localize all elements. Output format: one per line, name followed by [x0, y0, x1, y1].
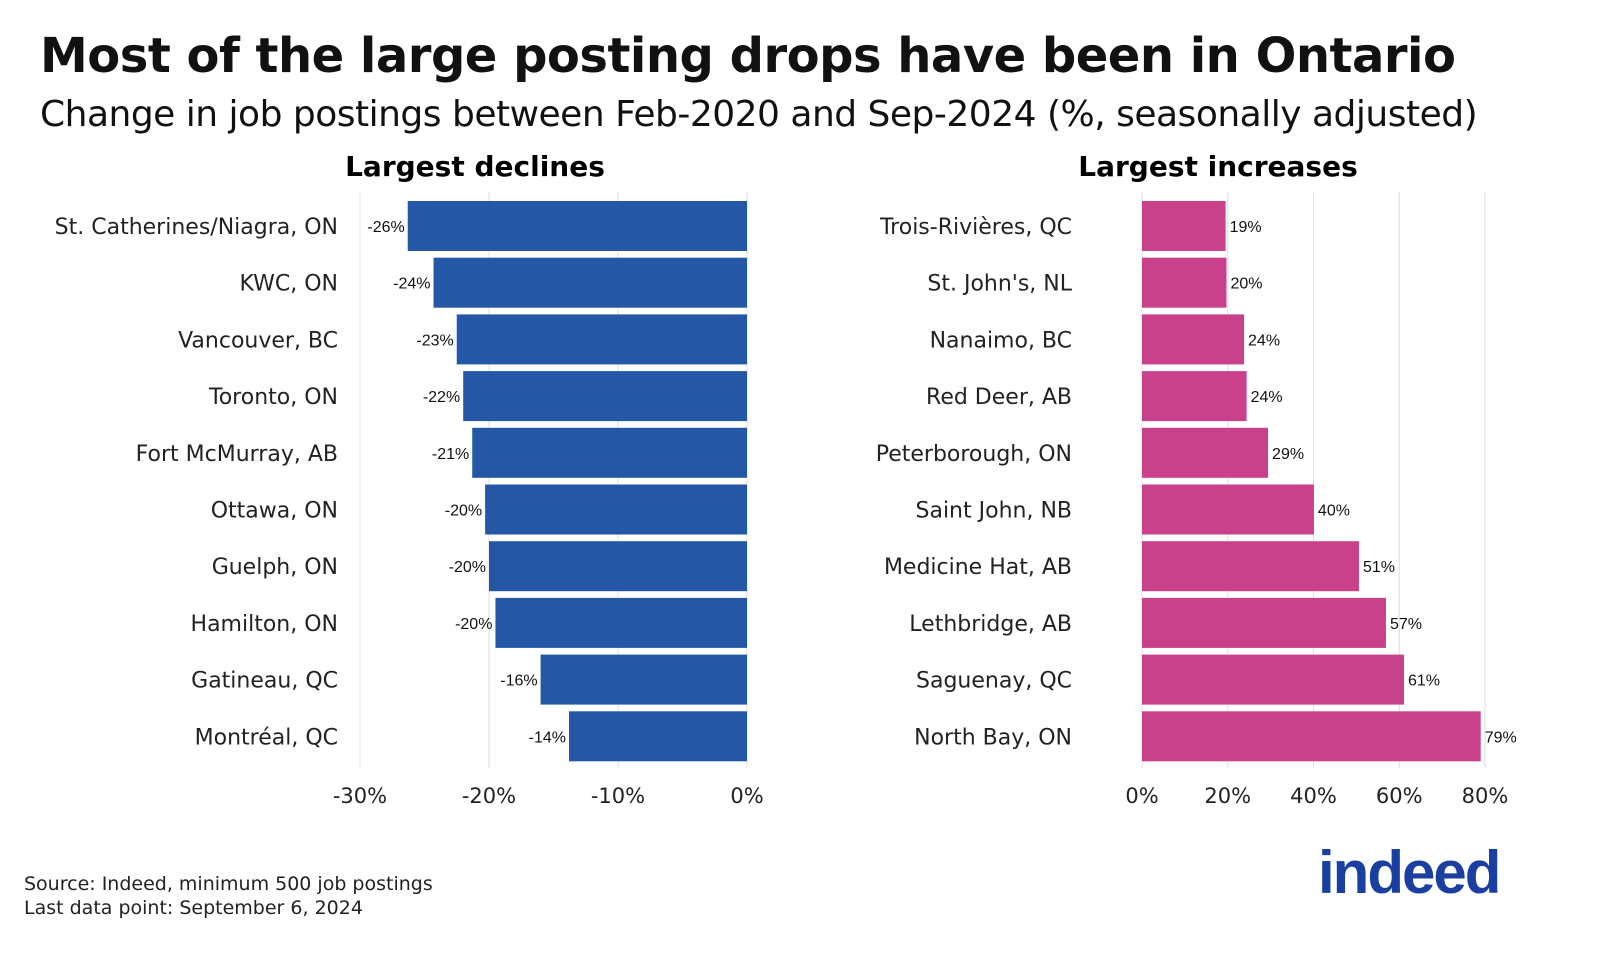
data-label: -20% [449, 559, 486, 576]
category-label: Nanaimo, BC [930, 328, 1072, 353]
bar [1142, 597, 1386, 648]
x-tick-label: 0% [730, 784, 763, 808]
category-label: Hamilton, ON [191, 612, 338, 637]
category-label: North Bay, ON [914, 725, 1072, 750]
bar [485, 484, 747, 535]
data-label: 40% [1318, 503, 1350, 520]
category-label: Guelph, ON [212, 555, 338, 580]
category-label: Gatineau, QC [191, 669, 338, 694]
data-label: -14% [529, 729, 566, 746]
panel-title: Largest declines [345, 150, 605, 183]
data-label: -20% [455, 616, 492, 633]
x-tick-label: 0% [1125, 784, 1158, 808]
category-label: Peterborough, ON [876, 442, 1072, 467]
bar [456, 314, 747, 365]
data-label: 79% [1485, 729, 1517, 746]
category-label: Ottawa, ON [211, 499, 338, 524]
category-label: St. Catherines/Niagra, ON [55, 215, 338, 240]
bar [1142, 314, 1245, 365]
data-label: 29% [1272, 446, 1304, 463]
category-label: Medicine Hat, AB [884, 555, 1072, 580]
data-label: -20% [445, 503, 482, 520]
bar [568, 711, 747, 762]
category-label: Saint John, NB [916, 499, 1073, 524]
data-label: -26% [367, 219, 404, 236]
indeed-logo: indeed [1318, 838, 1501, 907]
data-label: 61% [1408, 673, 1440, 690]
bar [472, 427, 747, 478]
category-label: Red Deer, AB [926, 385, 1072, 410]
bar [433, 257, 747, 308]
last-data-note: Last data point: September 6, 2024 [24, 897, 363, 919]
data-label: 20% [1230, 276, 1262, 293]
data-label: -21% [432, 446, 469, 463]
panel-title: Largest increases [1078, 150, 1358, 183]
category-label: Toronto, ON [208, 385, 338, 410]
bar [1142, 257, 1227, 308]
bar [1142, 427, 1269, 478]
chart-subtitle: Change in job postings between Feb-2020 … [40, 94, 1478, 135]
data-label: 24% [1248, 332, 1280, 349]
x-tick-label: -30% [333, 784, 387, 808]
x-tick-label: -10% [591, 784, 645, 808]
bar [540, 654, 747, 705]
x-tick-label: 20% [1204, 784, 1251, 808]
bar [1142, 371, 1247, 422]
bar [489, 541, 747, 592]
x-tick-label: 80% [1462, 784, 1509, 808]
bar [1142, 201, 1226, 251]
category-label: St. John's, NL [927, 272, 1072, 297]
data-label: 19% [1230, 219, 1262, 236]
chart-title: Most of the large posting drops have bee… [40, 28, 1456, 84]
logo-text: indeed [1318, 839, 1501, 906]
category-label: Vancouver, BC [178, 328, 338, 353]
category-label: KWC, ON [239, 272, 338, 297]
bar [463, 371, 747, 422]
bar [1142, 541, 1359, 592]
x-tick-label: 60% [1376, 784, 1423, 808]
data-label: -23% [416, 332, 453, 349]
x-tick-label: -20% [462, 784, 516, 808]
data-label: 57% [1390, 616, 1422, 633]
data-label: 24% [1251, 389, 1283, 406]
category-label: Trois-Rivières, QC [879, 215, 1072, 240]
category-label: Fort McMurray, AB [136, 442, 338, 467]
data-label: -22% [423, 389, 460, 406]
bar [495, 597, 747, 648]
source-note: Source: Indeed, minimum 500 job postings [24, 873, 433, 895]
category-label: Saguenay, QC [916, 669, 1072, 694]
x-tick-label: 40% [1290, 784, 1337, 808]
bar [1142, 654, 1404, 705]
category-label: Montréal, QC [195, 725, 338, 750]
bar [1142, 711, 1481, 762]
bar [407, 201, 747, 251]
data-label: 51% [1363, 559, 1395, 576]
bar [1142, 484, 1314, 535]
category-label: Lethbridge, AB [909, 612, 1072, 637]
data-label: -24% [393, 276, 430, 293]
data-label: -16% [500, 673, 537, 690]
